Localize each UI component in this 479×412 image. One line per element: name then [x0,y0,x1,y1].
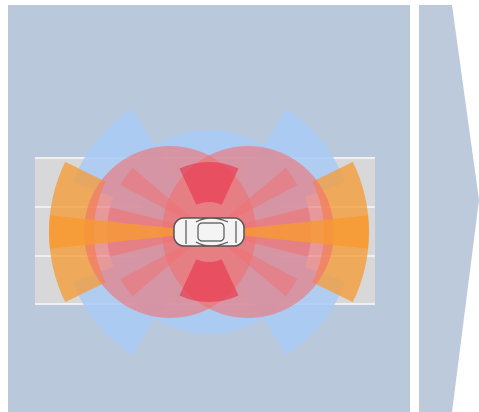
side-camera-zone-top [179,162,239,205]
diagonal-beam-rr [120,232,209,297]
car-top-view-icon [173,217,245,247]
diagonal-beam-fl [209,167,298,232]
chevron-right-icon[interactable] [419,5,479,412]
long-range-beam-front [209,215,369,249]
diagonal-beam-fr [120,167,209,232]
diagonal-beam-rl [209,232,298,297]
side-camera-zone-bottom [179,259,239,303]
long-range-beam-rear [49,215,209,249]
